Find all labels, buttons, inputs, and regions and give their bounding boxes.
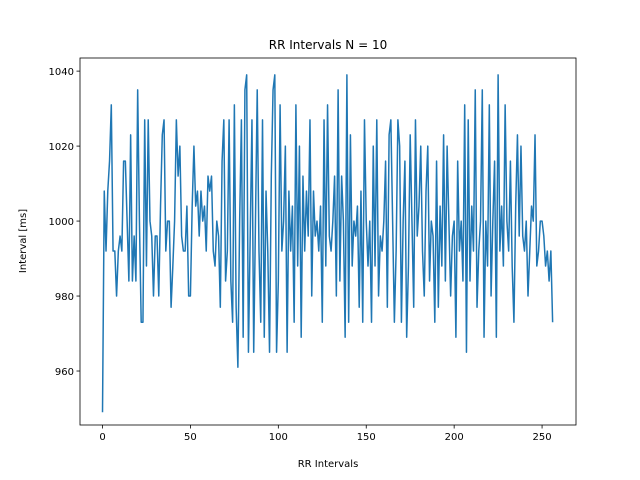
y-axis-label: Interval [ms] (18, 209, 29, 273)
y-tick-label: 1040 (49, 67, 74, 78)
y-tick-label: 1000 (49, 217, 74, 228)
y-tick-label: 1020 (49, 142, 74, 153)
x-tick-label: 250 (533, 432, 552, 443)
y-tick-label: 980 (55, 292, 74, 303)
x-axis-label: RR Intervals (298, 459, 359, 470)
x-tick-label: 0 (99, 432, 105, 443)
x-tick-label: 50 (184, 432, 197, 443)
y-tick-label: 960 (55, 367, 74, 378)
data-line (101, 74, 554, 413)
x-tick-label: 200 (445, 432, 464, 443)
chart-title: RR Intervals N = 10 (269, 38, 387, 52)
x-tick-label: 150 (357, 432, 376, 443)
plot-frame (79, 57, 577, 426)
x-tick-label: 100 (269, 432, 288, 443)
